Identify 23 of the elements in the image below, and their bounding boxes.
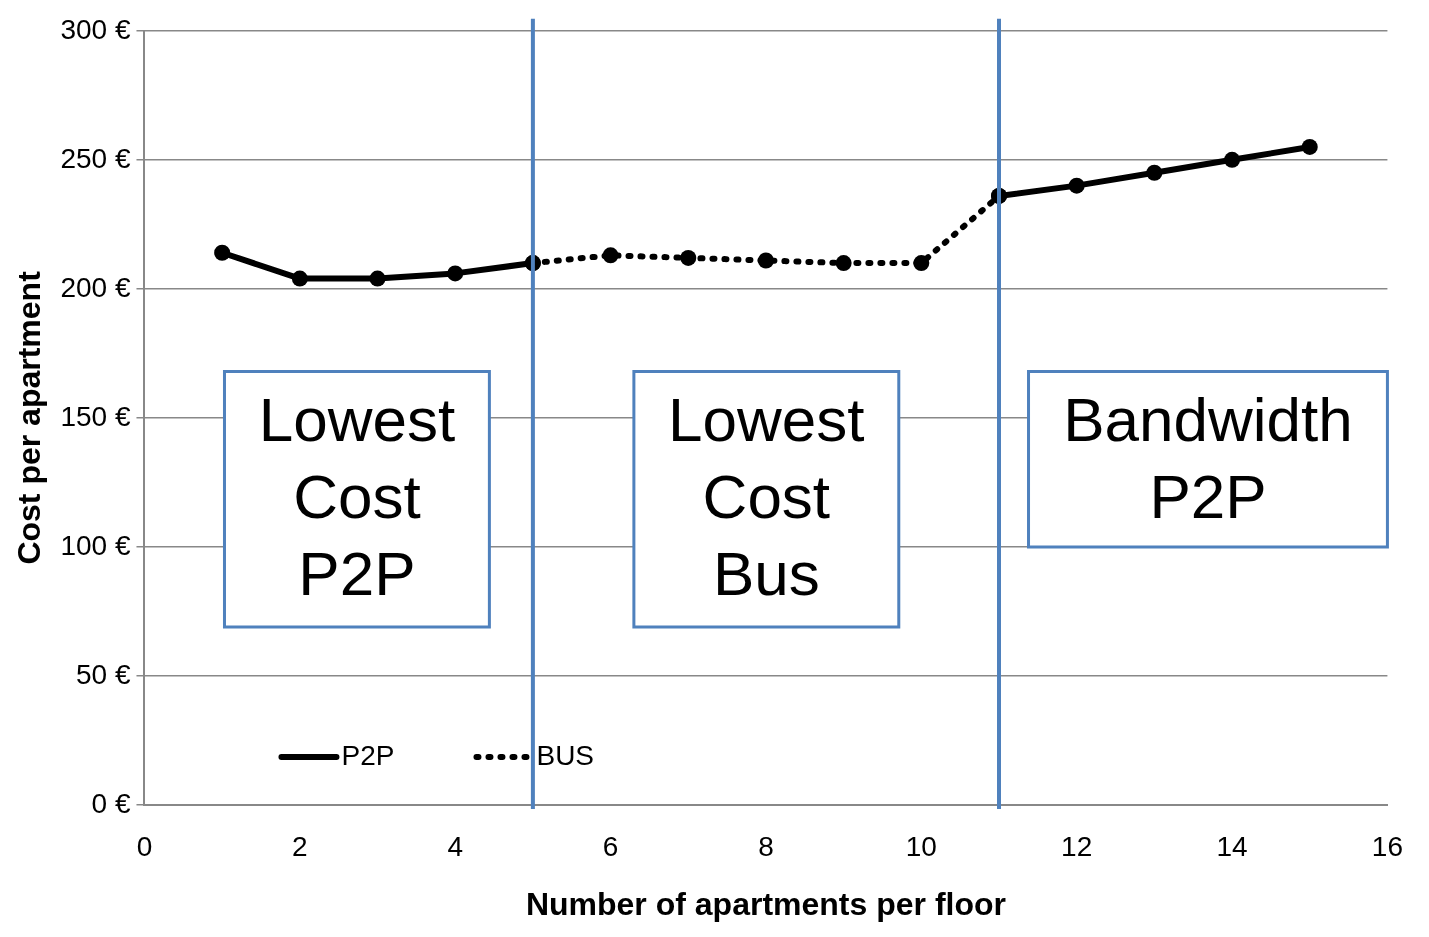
- y-tick-label: 50 €: [75, 658, 131, 690]
- x-tick-label: 6: [602, 830, 619, 862]
- x-tick-label: 12: [1061, 830, 1093, 862]
- annotation: Lowest Cost P2P: [258, 384, 456, 608]
- x-tick-label: 4: [447, 830, 463, 862]
- y-tick-label: 150 €: [60, 400, 131, 432]
- annotation: Bandwidth P2P: [1063, 384, 1353, 531]
- y-tick-label: 200 €: [60, 271, 131, 303]
- y-tick-label: 300 €: [60, 13, 131, 45]
- x-tick-label: 10: [905, 830, 937, 862]
- y-tick-label: 0 €: [91, 787, 131, 819]
- annotation: Lowest Cost Bus: [668, 384, 865, 608]
- y-axis-title: Cost per apartment: [11, 270, 48, 565]
- y-tick-label: 100 €: [60, 529, 131, 561]
- x-axis-title: Number of apartments per floor: [525, 885, 1006, 922]
- x-tick-label: 14: [1216, 830, 1248, 862]
- x-tick-label: 8: [758, 830, 774, 862]
- x-tick-label: 16: [1371, 830, 1404, 862]
- legend-label: BUS: [536, 739, 595, 771]
- legend-label: P2P: [341, 739, 395, 771]
- x-tick-label: 0: [136, 830, 153, 862]
- x-tick-label: 2: [292, 830, 308, 862]
- y-tick-label: 250 €: [60, 142, 131, 174]
